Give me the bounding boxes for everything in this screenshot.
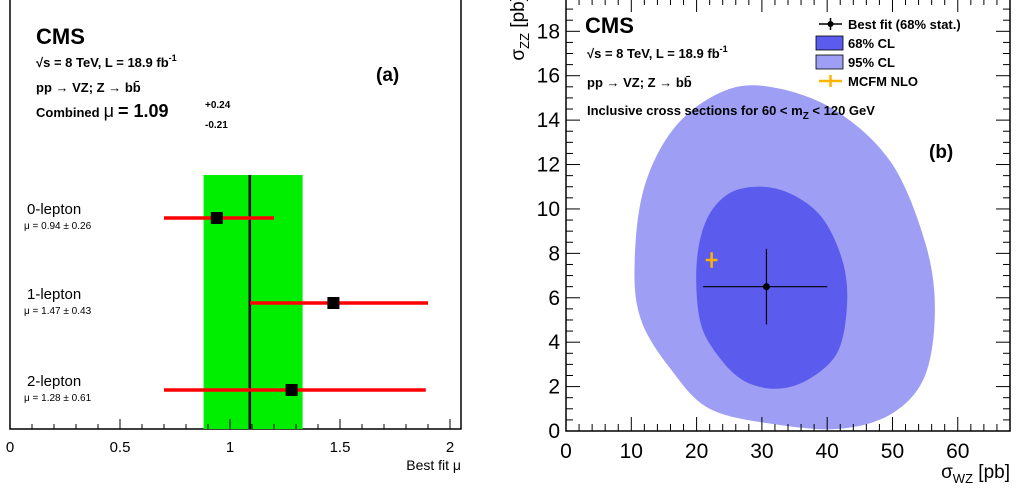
panel-a-x-label: Best fit μ [406, 457, 461, 473]
legend-label: Best fit (68% stat.) [848, 17, 961, 32]
channel-name: 0-lepton [27, 201, 81, 218]
x-tick-label: 0 [560, 440, 572, 463]
channel-result: μ = 1.47 ± 0.43 [24, 306, 92, 317]
panel-b-note: Inclusive cross sections for 60 < mZ < 1… [587, 103, 875, 122]
best-fit-point [762, 283, 770, 291]
channel-point [210, 212, 223, 224]
x-tick-label: 1 [226, 439, 234, 456]
panel-a-label: (a) [376, 65, 399, 86]
channel-point [285, 384, 298, 396]
panel-a-energy: √s = 8 TeV, L = 18.9 fb-1 [36, 53, 177, 70]
panel-a-x-axis: 0 0.5 1 1.5 2 [6, 419, 454, 456]
panel-b-y-axis: 0 2 4 6 8 10 12 14 16 18 [537, 8, 1010, 443]
panel-b: 0 10 20 30 40 50 60 0 2 4 6 8 10 12 14 16 18 CMS √s = 8… [508, 0, 1011, 486]
y-tick-label: 18 [537, 20, 560, 43]
y-tick-label: 16 [537, 65, 560, 88]
x-tick-label: 50 [881, 440, 904, 463]
channel-point [327, 297, 340, 309]
legend-swatch [815, 54, 844, 70]
panel-b-energy: √s = 8 TeV, L = 18.9 fb-1 [587, 44, 728, 61]
x-tick-label: 0.5 [110, 439, 131, 456]
panel-a: 0-lepton μ = 0.94 ± 0.26 1-lepton μ = 1.47 … [6, 0, 462, 473]
y-tick-label: 2 [548, 376, 560, 399]
legend-swatch [815, 35, 844, 51]
panel-b-x-axis: 0 10 20 30 40 50 60 [560, 0, 998, 463]
panel-b-label: (b) [929, 142, 953, 163]
x-tick-label: 10 [620, 440, 643, 463]
legend-label: MCFM NLO [848, 74, 918, 89]
contour-68cl [696, 186, 848, 389]
y-tick-label: 6 [548, 287, 560, 310]
x-tick-label: 20 [685, 440, 708, 463]
panel-b-y-label: σZZ [pb] [508, 0, 532, 61]
y-tick-label: 4 [548, 331, 560, 354]
panel-b-process: pp → VZ; Z → bb̄ [587, 75, 692, 90]
best-fit-marker [703, 248, 828, 325]
y-tick-label: 0 [548, 420, 560, 443]
x-tick-label: 40 [815, 440, 838, 463]
legend-label: 95% CL [848, 55, 895, 70]
panel-b-x-label: σWZ [pb] [941, 462, 1010, 486]
x-tick-label: 1.5 [330, 439, 351, 456]
y-tick-label: 10 [537, 198, 560, 221]
panel-b-experiment: CMS [585, 13, 634, 38]
y-tick-label: 8 [548, 242, 560, 265]
channel-result: μ = 1.28 ± 0.61 [24, 393, 92, 404]
y-tick-label: 14 [537, 109, 561, 132]
x-tick-label: 2 [446, 439, 454, 456]
x-tick-label: 30 [750, 440, 773, 463]
x-tick-label: 0 [6, 439, 14, 456]
legend-marker [827, 21, 834, 27]
panel-a-combined-result: Combined μ = 1.09 [36, 101, 168, 121]
channel-name: 1-lepton [27, 286, 81, 303]
channel-result: μ = 0.94 ± 0.26 [24, 221, 92, 232]
y-tick-label: 12 [537, 154, 560, 177]
legend-label: 68% CL [848, 36, 895, 51]
channel-name: 2-lepton [27, 373, 81, 390]
mcfm-marker [705, 252, 718, 268]
x-tick-label: 60 [946, 440, 969, 463]
panel-a-process: pp → VZ; Z → bb̄ [36, 80, 141, 95]
channel-results: 0-lepton μ = 0.94 ± 0.26 1-lepton μ = 1.47 … [24, 201, 428, 404]
panel-a-combined-down: -0.21 [205, 120, 228, 131]
legend: Best fit (68% stat.) 68% CL 95% CL MCFM NLO [815, 17, 961, 89]
panel-a-experiment: CMS [36, 24, 85, 49]
panel-a-combined-up: +0.24 [205, 100, 231, 111]
